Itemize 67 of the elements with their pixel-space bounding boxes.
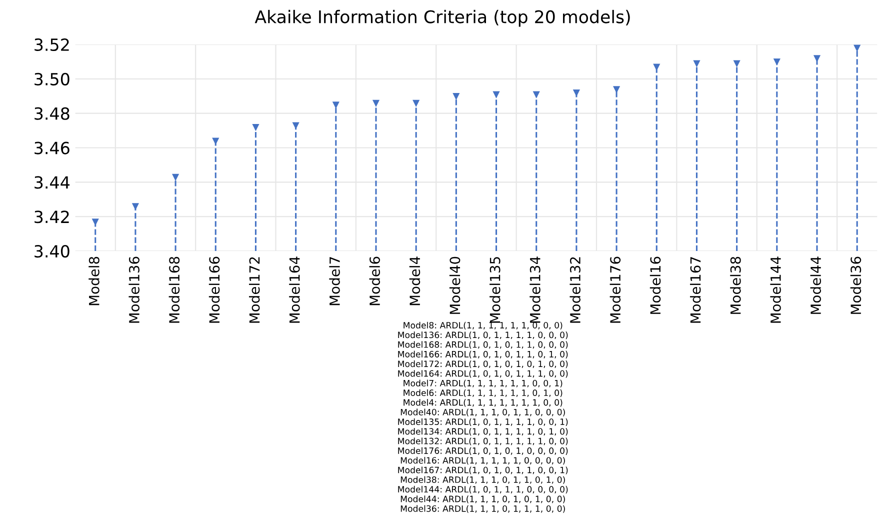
point [694, 60, 700, 67]
y-tick-label: 3.42 [34, 210, 69, 224]
y-tick-label: 3.46 [34, 142, 70, 154]
y-tick-label: 3.48 [34, 107, 70, 120]
x-tick-label: Model166 [208, 256, 220, 323]
text: Model6: ARDL(1, 1, 1, 1, 1, 1, 0, 1, 0) [404, 389, 562, 398]
x-tick-label: Model38 [730, 256, 741, 314]
text: Model16: ARDL(1, 1, 1, 1, 1, 0, 0, 0, 0) [400, 456, 565, 465]
point [774, 58, 780, 65]
x-tick-label: Model167 [690, 257, 701, 323]
x-tick-label: Model164 [289, 256, 300, 323]
point [172, 174, 179, 180]
text: Model44: ARDL(1, 1, 1, 0, 1, 0, 1, 0, 0) [400, 496, 565, 504]
text: Model136: ARDL(1, 0, 1, 1, 1, 1, 0, 0, 0) [398, 331, 568, 340]
text: Model144: ARDL(1, 0, 1, 1, 1, 0, 0, 0, 0) [398, 486, 568, 494]
point [493, 91, 500, 98]
point [412, 100, 420, 106]
point [212, 138, 219, 144]
point [533, 91, 540, 98]
y-tick-label: 3.44 [34, 176, 70, 189]
text: Model4: ARDL(1, 1, 1, 1, 1, 1, 1, 0, 0) [404, 399, 562, 407]
text: Model134: ARDL(1, 0, 1, 1, 1, 1, 0, 1, 0) [398, 428, 568, 436]
text: Model38: ARDL(1, 1, 1, 0, 1, 1, 0, 1, 0) [400, 476, 565, 484]
point [854, 44, 860, 52]
point [292, 122, 299, 128]
point [332, 102, 340, 108]
x-tick-label: Model176 [610, 256, 621, 323]
text: Model166: ARDL(1, 0, 1, 0, 1, 1, 0, 1, 0) [398, 350, 568, 358]
point [573, 90, 580, 96]
text: Model36: ARDL(1, 1, 1, 0, 1, 1, 1, 0, 0) [400, 505, 565, 513]
text: Model135: ARDL(1, 0, 1, 1, 1, 1, 0, 0, 1) [398, 418, 568, 426]
point [734, 60, 740, 67]
x-tick-label: Model132 [570, 257, 580, 323]
text: Model40: ARDL(1, 1, 1, 0, 1, 1, 0, 0, 0) [400, 408, 565, 416]
text: Model172: ARDL(1, 0, 1, 0, 1, 0, 1, 0, 0) [398, 360, 568, 368]
point [252, 124, 259, 130]
y-tick-label: 3.52 [34, 38, 69, 52]
x-tick-label: Model7 [329, 257, 340, 306]
x-tick-label: Model172 [249, 257, 260, 323]
x-tick-label: Model44 [810, 256, 822, 314]
x-tick-label: Model4 [409, 256, 420, 306]
x-tick-label: Model40 [449, 256, 460, 314]
point [613, 86, 620, 92]
x-tick-label: Model8 [88, 256, 100, 306]
chart-title: Akaike Information Criteria (top 20 models) [254, 10, 630, 27]
x-tick-label: Model135 [490, 257, 500, 323]
point [372, 100, 380, 106]
text: Model132: ARDL(1, 0, 1, 1, 1, 1, 1, 0, 0) [398, 438, 568, 446]
text: Model164: ARDL(1, 0, 1, 0, 1, 1, 1, 0, 0) [398, 370, 568, 378]
text: Model7: ARDL(1, 1, 1, 1, 1, 1, 0, 0, 1) [404, 380, 562, 388]
x-tick-label: Model36 [850, 256, 862, 314]
x-tick-label: Model134 [530, 256, 540, 323]
x-tick-label: Model136 [128, 256, 140, 323]
text: Model168: ARDL(1, 0, 1, 0, 1, 1, 0, 0, 0) [398, 341, 568, 349]
point [453, 92, 460, 100]
x-tick-label: Model168 [168, 256, 180, 323]
y-tick-label: 3.50 [34, 72, 70, 86]
point [654, 64, 660, 70]
text: Model167: ARDL(1, 0, 1, 0, 1, 1, 0, 0, 1) [398, 466, 568, 474]
y-tick-label: 3.40 [34, 245, 70, 258]
point [92, 218, 98, 225]
point [132, 203, 139, 210]
x-tick-label: Model16 [650, 256, 661, 314]
point [814, 55, 820, 62]
text: Model176: ARDL(1, 0, 1, 0, 1, 0, 0, 0, 0) [398, 447, 568, 455]
x-tick-label: Model144 [770, 256, 781, 323]
x-tick-label: Model6 [369, 256, 380, 306]
